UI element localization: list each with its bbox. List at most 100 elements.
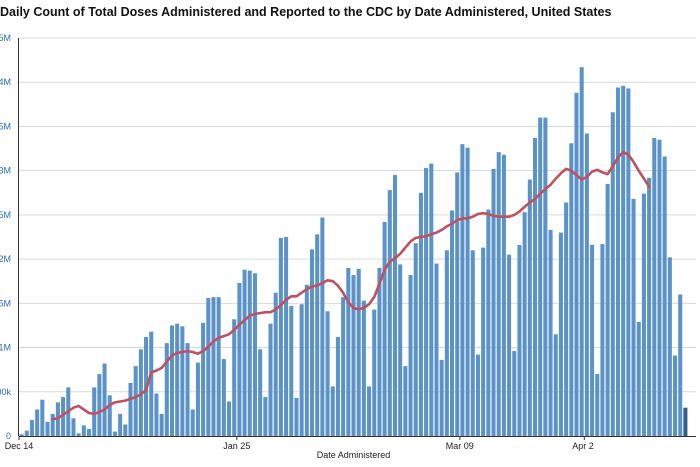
bar [465, 147, 470, 436]
bar [584, 133, 589, 436]
bar [154, 393, 159, 436]
bar [418, 192, 423, 436]
bar [175, 323, 180, 436]
bar [341, 297, 346, 436]
bar [258, 349, 263, 436]
bar [662, 156, 667, 436]
bar [564, 202, 569, 436]
bar [268, 323, 273, 436]
bar [475, 354, 480, 436]
bar [579, 67, 584, 436]
bar [507, 254, 512, 436]
bar [398, 264, 403, 436]
bar [227, 401, 232, 436]
y-tick-label: 0 [6, 431, 11, 441]
bar [278, 237, 283, 436]
bar [569, 143, 574, 436]
bar [221, 359, 226, 436]
bar [237, 282, 242, 436]
x-tick-label: Mar 09 [446, 441, 474, 451]
bar [86, 428, 92, 436]
bar [128, 382, 133, 436]
bar [673, 355, 678, 436]
bar [45, 421, 50, 436]
bar [320, 217, 325, 436]
x-axis-tick-labels: Dec 14 Jan 25 Mar 09 Apr 2 [5, 436, 594, 451]
bar [450, 210, 455, 436]
x-tick-label: Dec 14 [5, 441, 34, 451]
bar [123, 424, 128, 436]
bar [543, 117, 548, 436]
bar [92, 387, 97, 436]
bar [605, 183, 610, 436]
bar [496, 152, 501, 437]
bar [149, 331, 154, 436]
bar [180, 326, 185, 436]
bar [107, 395, 112, 436]
bar [40, 399, 45, 436]
bar [325, 311, 330, 436]
bar [71, 418, 76, 436]
bar [377, 267, 382, 436]
bar [595, 374, 600, 436]
bar [429, 163, 434, 436]
y-tick-label: 2.5M [0, 210, 11, 220]
bar [481, 247, 486, 436]
bar [460, 144, 465, 436]
bar [273, 292, 278, 436]
bar [247, 270, 252, 436]
bar-series [19, 67, 688, 437]
bar [232, 319, 237, 436]
bar [211, 297, 216, 436]
bar [61, 397, 66, 436]
bar [102, 363, 107, 436]
bar [548, 229, 553, 436]
bar [683, 407, 688, 436]
bar [309, 249, 315, 436]
bar [392, 175, 398, 437]
y-tick-label: 2M [0, 254, 11, 264]
bar [647, 177, 652, 436]
bar [19, 434, 24, 436]
average-line [51, 150, 651, 421]
bar [652, 137, 657, 437]
bar [408, 275, 413, 436]
bar [367, 386, 372, 436]
bar [315, 234, 320, 436]
y-tick-label: 3.5M [0, 121, 11, 131]
bar [133, 366, 138, 436]
bar [97, 374, 102, 436]
bar [216, 297, 221, 436]
bar [439, 359, 444, 436]
bar [501, 154, 506, 436]
bar [190, 409, 195, 436]
bar [195, 362, 200, 436]
bar [201, 322, 206, 436]
bar [169, 325, 175, 436]
bar [527, 179, 532, 436]
bar [382, 221, 387, 436]
bar [50, 413, 55, 436]
bar [81, 425, 86, 436]
bar [76, 433, 81, 436]
y-tick-label: 4.5M [0, 33, 11, 43]
y-tick-label: 4M [0, 77, 11, 87]
bar [335, 336, 340, 436]
bar [621, 85, 626, 436]
bar [491, 168, 496, 437]
bar [304, 284, 309, 436]
bar [678, 294, 683, 436]
bar [138, 349, 143, 436]
bar [631, 198, 636, 436]
bar [558, 232, 563, 436]
chart-title: Daily Count of Total Doses Administered … [0, 5, 612, 19]
bar [356, 268, 361, 436]
bar [610, 112, 615, 436]
bar [486, 209, 491, 436]
axes [18, 38, 696, 437]
bar [444, 250, 449, 436]
bar [626, 88, 631, 436]
bar [361, 300, 366, 436]
bar [657, 139, 662, 436]
bar [206, 298, 211, 436]
